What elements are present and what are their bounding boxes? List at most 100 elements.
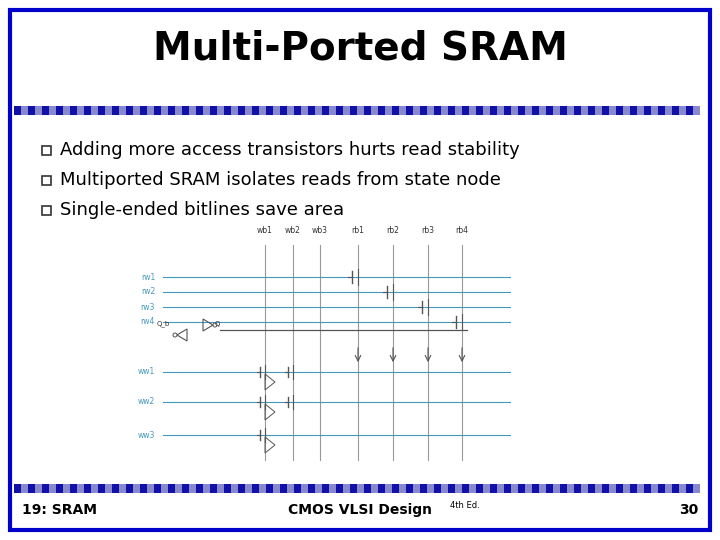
Bar xyxy=(329,483,336,492)
Bar xyxy=(553,483,560,492)
Text: Multi-Ported SRAM: Multi-Ported SRAM xyxy=(153,29,567,67)
Bar xyxy=(329,105,336,114)
Bar xyxy=(609,483,616,492)
Bar xyxy=(70,105,77,114)
Bar xyxy=(350,483,357,492)
Bar xyxy=(294,105,301,114)
Bar xyxy=(259,105,266,114)
Bar xyxy=(70,483,77,492)
Bar xyxy=(147,105,154,114)
Bar xyxy=(630,483,637,492)
Bar xyxy=(455,483,462,492)
Bar xyxy=(119,483,126,492)
Bar xyxy=(77,483,84,492)
Bar xyxy=(532,483,539,492)
Bar xyxy=(539,483,546,492)
Bar xyxy=(280,483,287,492)
Bar xyxy=(105,483,112,492)
Bar xyxy=(595,105,602,114)
Bar xyxy=(63,105,70,114)
Bar xyxy=(651,483,658,492)
Bar xyxy=(441,483,448,492)
Bar xyxy=(252,105,259,114)
Bar xyxy=(301,483,308,492)
Bar xyxy=(525,105,532,114)
Bar xyxy=(567,483,574,492)
Bar xyxy=(147,483,154,492)
Bar xyxy=(28,105,35,114)
Bar xyxy=(231,105,238,114)
Bar xyxy=(476,483,483,492)
Bar xyxy=(210,483,217,492)
Bar xyxy=(203,483,210,492)
Bar xyxy=(441,105,448,114)
Bar xyxy=(406,105,413,114)
Bar xyxy=(273,105,280,114)
Bar xyxy=(196,483,203,492)
Text: Adding more access transistors hurts read stability: Adding more access transistors hurts rea… xyxy=(60,141,520,159)
Bar xyxy=(693,105,700,114)
Bar xyxy=(434,483,441,492)
Bar xyxy=(49,105,56,114)
Bar xyxy=(189,483,196,492)
Bar xyxy=(427,105,434,114)
Bar xyxy=(651,105,658,114)
Bar xyxy=(469,483,476,492)
Bar xyxy=(175,105,182,114)
Bar xyxy=(686,483,693,492)
Bar xyxy=(518,105,525,114)
Bar xyxy=(413,105,420,114)
Bar xyxy=(336,105,343,114)
Bar xyxy=(343,105,350,114)
Bar xyxy=(56,483,63,492)
Bar xyxy=(273,483,280,492)
Bar xyxy=(420,483,427,492)
Bar xyxy=(525,483,532,492)
Bar xyxy=(238,483,245,492)
Bar xyxy=(644,105,651,114)
Bar xyxy=(42,176,51,185)
Bar xyxy=(14,483,21,492)
Bar xyxy=(672,483,679,492)
Bar xyxy=(98,105,105,114)
Bar xyxy=(574,483,581,492)
Bar xyxy=(462,105,469,114)
Bar xyxy=(203,105,210,114)
Text: rb1: rb1 xyxy=(351,226,364,235)
Text: Single-ended bitlines save area: Single-ended bitlines save area xyxy=(60,201,344,219)
Bar xyxy=(315,483,322,492)
Bar xyxy=(343,483,350,492)
Bar xyxy=(574,105,581,114)
Bar xyxy=(560,105,567,114)
Bar xyxy=(98,483,105,492)
Bar xyxy=(476,105,483,114)
Bar xyxy=(518,483,525,492)
Bar xyxy=(602,105,609,114)
Bar xyxy=(686,105,693,114)
Bar xyxy=(287,105,294,114)
Bar xyxy=(112,483,119,492)
Bar xyxy=(483,105,490,114)
Bar xyxy=(126,105,133,114)
Bar xyxy=(546,483,553,492)
Bar xyxy=(42,105,49,114)
Bar xyxy=(637,483,644,492)
Bar xyxy=(364,483,371,492)
Bar xyxy=(693,483,700,492)
Bar xyxy=(504,105,511,114)
Bar xyxy=(567,105,574,114)
Bar xyxy=(168,483,175,492)
Bar xyxy=(399,483,406,492)
Bar xyxy=(217,483,224,492)
Bar xyxy=(252,483,259,492)
Text: wb1: wb1 xyxy=(257,226,273,235)
Bar xyxy=(182,483,189,492)
Text: 30: 30 xyxy=(679,503,698,517)
Bar xyxy=(497,483,504,492)
Bar xyxy=(301,105,308,114)
Bar xyxy=(21,483,28,492)
Bar xyxy=(350,105,357,114)
Bar xyxy=(539,105,546,114)
Bar xyxy=(630,105,637,114)
Text: 4th Ed.: 4th Ed. xyxy=(450,501,480,510)
